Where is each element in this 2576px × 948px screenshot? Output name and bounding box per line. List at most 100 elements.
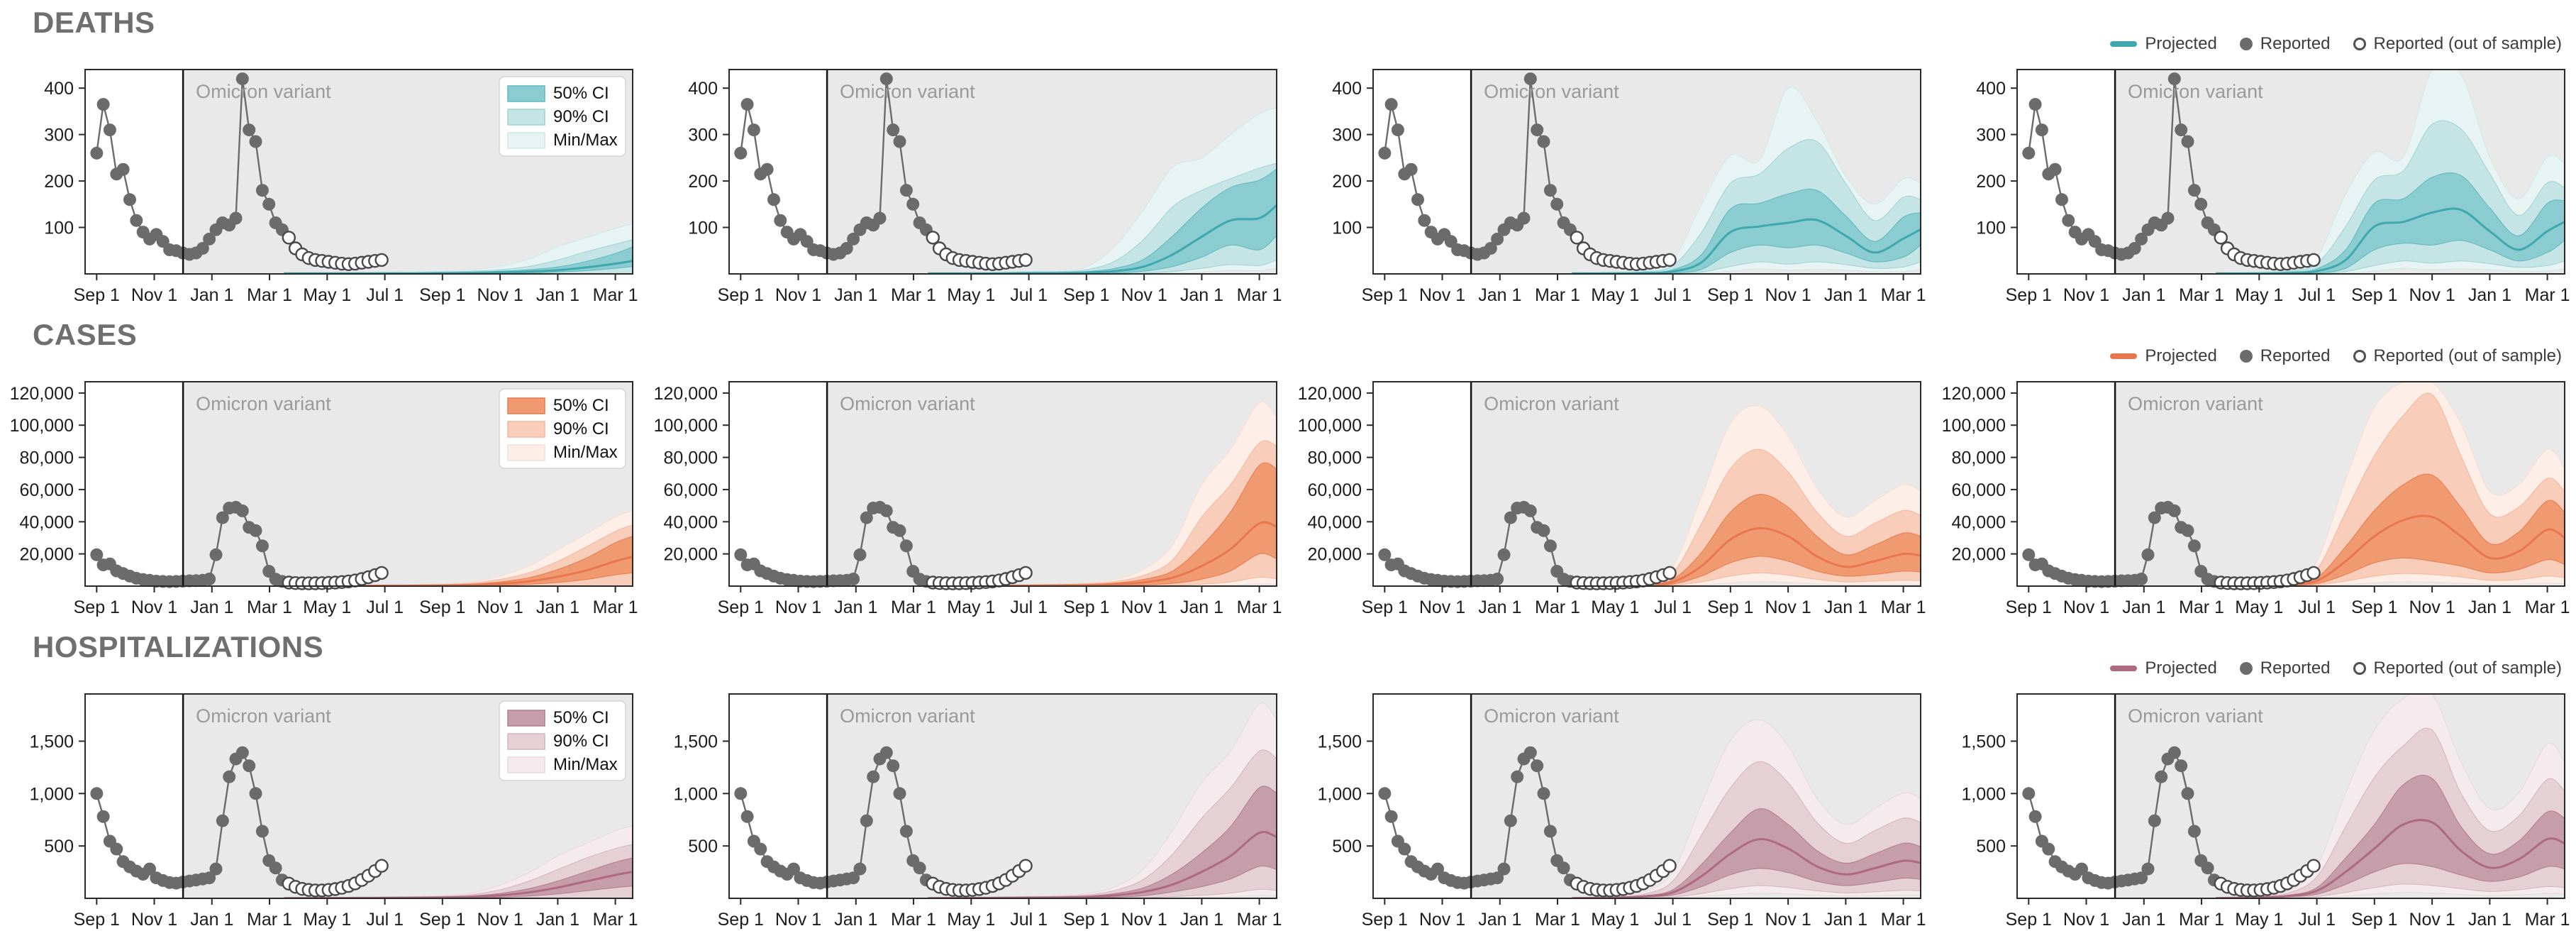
svg-text:100: 100 xyxy=(688,219,718,238)
chart-hospitalizations-panel-2: Omicron variant Sep 1 Nov 1 Jan 1 Mar 1 May 1… xyxy=(673,693,1282,930)
minmax-band xyxy=(283,223,633,274)
plot-border xyxy=(1372,693,1921,899)
omicron-annotation: Omicron variant xyxy=(1484,705,1619,727)
svg-text:Sep 1: Sep 1 xyxy=(1707,597,1753,617)
projection-bands xyxy=(2215,70,2565,274)
reported-dot-icon xyxy=(2239,38,2253,50)
svg-text:400: 400 xyxy=(1976,79,2006,99)
svg-text:Jan 1: Jan 1 xyxy=(2468,910,2511,930)
svg-text:Jan 1: Jan 1 xyxy=(536,910,579,930)
reported-points xyxy=(1378,500,1577,588)
svg-text:Jan 1: Jan 1 xyxy=(536,285,579,305)
ci-legend-swatch xyxy=(507,710,545,727)
svg-text:Jul 1: Jul 1 xyxy=(2298,910,2336,930)
projection-bands xyxy=(1571,719,1921,898)
svg-text:Mar 1: Mar 1 xyxy=(593,597,638,617)
svg-text:120,000: 120,000 xyxy=(1298,384,1362,404)
ci-legend-swatch xyxy=(507,756,545,773)
svg-text:Mar 1: Mar 1 xyxy=(1535,910,1580,930)
svg-text:Jan 1: Jan 1 xyxy=(1180,910,1223,930)
svg-text:Jul 1: Jul 1 xyxy=(2298,285,2336,305)
x-axis: Sep 1 Nov 1 Jan 1 Mar 1 May 1 Jul 1 Sep 1 Nov 1… xyxy=(2006,586,2570,617)
ci-legend-swatch xyxy=(507,109,545,126)
plot-border xyxy=(84,693,633,899)
svg-text:Sep 1: Sep 1 xyxy=(1063,910,1109,930)
svg-text:1,500: 1,500 xyxy=(673,732,718,752)
svg-text:40,000: 40,000 xyxy=(20,512,74,532)
reported-open-circle-icon xyxy=(2353,662,2366,675)
svg-text:400: 400 xyxy=(688,79,718,99)
svg-text:Jan 1: Jan 1 xyxy=(2122,597,2165,617)
svg-text:Mar 1: Mar 1 xyxy=(247,910,292,930)
svg-text:100: 100 xyxy=(1976,219,2006,238)
svg-text:20,000: 20,000 xyxy=(664,545,718,565)
svg-text:Mar 1: Mar 1 xyxy=(1881,910,1926,930)
svg-text:Jan 1: Jan 1 xyxy=(1478,597,1521,617)
ci-legend: 50% CI 90% CI Min/Max xyxy=(499,76,626,157)
ci-legend-swatch xyxy=(507,444,545,461)
svg-text:Sep 1: Sep 1 xyxy=(718,597,764,617)
svg-text:Sep 1: Sep 1 xyxy=(2006,910,2052,930)
x-axis: Sep 1 Nov 1 Jan 1 Mar 1 May 1 Jul 1 Sep 1 Nov 1… xyxy=(1362,586,1926,617)
svg-text:Mar 1: Mar 1 xyxy=(2525,285,2570,305)
x-axis: Sep 1 Nov 1 Jan 1 Mar 1 May 1 Jul 1 Sep 1 Nov 1… xyxy=(718,274,1282,305)
svg-text:Nov 1: Nov 1 xyxy=(477,910,523,930)
svg-text:May 1: May 1 xyxy=(303,285,351,305)
svg-text:Jul 1: Jul 1 xyxy=(1010,910,1048,930)
svg-text:Mar 1: Mar 1 xyxy=(1237,910,1282,930)
plot-border xyxy=(1372,381,1921,587)
svg-text:300: 300 xyxy=(688,126,718,145)
projected-line-icon xyxy=(2110,666,2138,671)
svg-text:Sep 1: Sep 1 xyxy=(419,910,465,930)
svg-text:Nov 1: Nov 1 xyxy=(1121,597,1167,617)
svg-text:Jan 1: Jan 1 xyxy=(834,910,877,930)
ci-legend-swatch xyxy=(507,397,545,414)
out-of-sample-points xyxy=(2214,859,2321,898)
svg-text:100,000: 100,000 xyxy=(10,416,74,436)
plot-border xyxy=(728,381,1277,587)
svg-text:Nov 1: Nov 1 xyxy=(1419,910,1465,930)
svg-text:Jul 1: Jul 1 xyxy=(1654,285,1692,305)
svg-text:60,000: 60,000 xyxy=(1952,480,2006,500)
ci-legend: 50% CI 90% CI Min/Max xyxy=(499,700,626,781)
svg-text:1,000: 1,000 xyxy=(1961,784,2006,804)
section-deaths: DEATHS Projected Reported Reported (out … xyxy=(0,3,2576,315)
out-of-sample-points xyxy=(926,859,1033,898)
legend-label-projected: Projected xyxy=(2145,34,2217,53)
out-of-sample-points xyxy=(2214,231,2321,271)
svg-text:Sep 1: Sep 1 xyxy=(74,285,120,305)
svg-text:Mar 1: Mar 1 xyxy=(1881,285,1926,305)
svg-text:Sep 1: Sep 1 xyxy=(1063,597,1109,617)
svg-text:Jul 1: Jul 1 xyxy=(2298,597,2336,617)
svg-text:Jan 1: Jan 1 xyxy=(1478,910,1521,930)
svg-text:100,000: 100,000 xyxy=(1942,416,2006,436)
omicron-annotation: Omicron variant xyxy=(840,81,975,102)
svg-text:Sep 1: Sep 1 xyxy=(419,285,465,305)
plot-border xyxy=(1372,69,1921,275)
svg-text:Mar 1: Mar 1 xyxy=(2179,910,2224,930)
svg-text:May 1: May 1 xyxy=(1591,597,1639,617)
svg-text:40,000: 40,000 xyxy=(1308,512,1362,532)
svg-text:20,000: 20,000 xyxy=(20,545,74,565)
chart-cases-panel-1: Omicron variant Sep 1 Nov 1 Jan 1 Mar 1 May 1… xyxy=(10,381,638,617)
svg-text:Jan 1: Jan 1 xyxy=(1824,285,1867,305)
svg-text:Jan 1: Jan 1 xyxy=(2468,597,2511,617)
omicron-annotation: Omicron variant xyxy=(840,393,975,414)
svg-text:Mar 1: Mar 1 xyxy=(891,910,936,930)
x-axis: Sep 1 Nov 1 Jan 1 Mar 1 May 1 Jul 1 Sep 1 Nov 1… xyxy=(1362,274,1926,305)
svg-text:Mar 1: Mar 1 xyxy=(2525,910,2570,930)
svg-text:300: 300 xyxy=(1332,126,1362,145)
chart-deaths-panel-4: Omicron variant Sep 1 Nov 1 Jan 1 Mar 1 May 1… xyxy=(1976,69,2570,305)
legend-label-out-of-sample: Reported (out of sample) xyxy=(2373,34,2562,53)
reported-points xyxy=(90,72,289,261)
svg-text:Sep 1: Sep 1 xyxy=(1362,910,1408,930)
ci-legend-label: 90% CI xyxy=(553,732,609,751)
chart-hospitalizations-panel-4: Omicron variant Sep 1 Nov 1 Jan 1 Mar 1 May 1… xyxy=(1961,693,2570,930)
chart-cases-panel-3: Omicron variant Sep 1 Nov 1 Jan 1 Mar 1 May 1… xyxy=(1298,381,1926,617)
reported-points xyxy=(2022,500,2221,588)
plot-border xyxy=(84,381,633,587)
legend-item-reported: Reported xyxy=(2239,658,2331,678)
svg-text:Mar 1: Mar 1 xyxy=(2179,597,2224,617)
legend-label-out-of-sample: Reported (out of sample) xyxy=(2373,658,2562,678)
svg-text:200: 200 xyxy=(1976,172,2006,192)
